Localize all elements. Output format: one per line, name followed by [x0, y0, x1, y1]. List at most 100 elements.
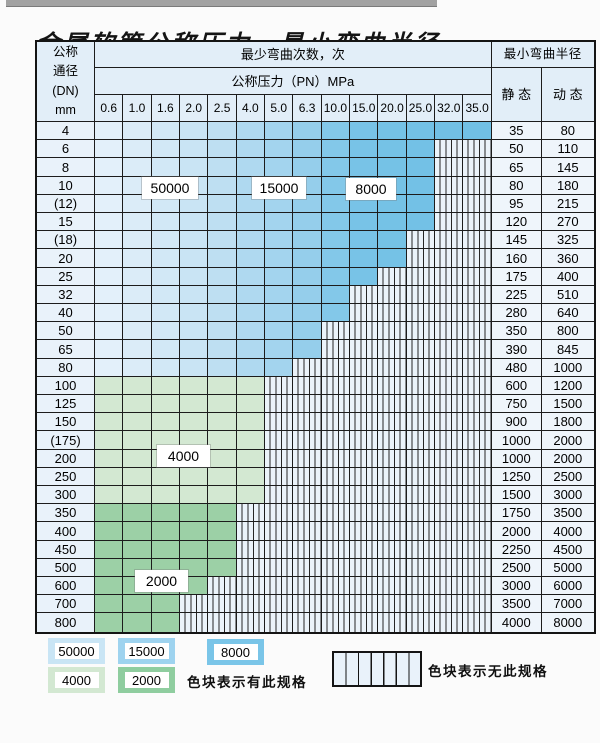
static-radius-cell: 1250 — [491, 467, 542, 487]
spec-available-cell — [321, 122, 351, 141]
no-spec-cell — [378, 322, 407, 341]
spec-available-cell — [265, 267, 294, 286]
dn-cell: 700 — [37, 595, 95, 614]
spec-available-cell — [123, 340, 152, 359]
no-spec-cell — [378, 449, 407, 468]
spec-available-cell — [95, 558, 124, 578]
no-spec-cell — [321, 613, 351, 632]
spec-available-cell — [151, 358, 181, 377]
spec-available-cell — [378, 213, 407, 232]
spec-available-cell — [208, 449, 237, 468]
no-spec-cell — [406, 486, 436, 505]
spec-available-cell — [265, 194, 294, 214]
no-spec-cell — [463, 140, 492, 159]
no-spec-cell — [463, 413, 492, 432]
no-spec-cell — [463, 504, 492, 523]
static-radius-cell: 600 — [491, 376, 542, 396]
no-spec-cell — [435, 304, 464, 323]
spec-available-cell — [350, 140, 379, 159]
spec-available-cell — [350, 249, 379, 268]
legend-swatch-50000: 50000 — [48, 638, 105, 664]
spec-available-cell — [236, 449, 266, 468]
spec-available-cell — [123, 285, 152, 305]
spec-available-cell — [180, 322, 209, 341]
no-spec-cell — [435, 449, 464, 468]
spec-available-cell — [236, 249, 266, 268]
no-spec-cell — [435, 395, 464, 414]
spec-available-cell — [95, 176, 124, 195]
cycle-region-label: 2000 — [135, 570, 188, 592]
dn-cell: 4 — [37, 122, 95, 141]
spec-available-cell — [123, 595, 152, 614]
legend-swatch-label: 15000 — [124, 643, 169, 659]
no-spec-cell — [350, 467, 379, 487]
static-radius-cell: 1500 — [491, 486, 542, 505]
spec-available-cell — [293, 194, 322, 214]
spec-available-cell — [208, 194, 237, 214]
legend-swatch-8000: 8000 — [207, 639, 264, 665]
no-spec-cell — [463, 231, 492, 250]
no-spec-cell — [463, 449, 492, 468]
dynamic-radius-cell: 7000 — [541, 595, 594, 614]
spec-available-cell — [265, 249, 294, 268]
spec-available-cell — [123, 231, 152, 250]
spec-available-cell — [321, 194, 351, 214]
spec-available-cell — [95, 122, 124, 141]
no-spec-cell — [406, 595, 436, 614]
no-spec-cell — [463, 467, 492, 487]
spec-available-cell — [151, 231, 181, 250]
spec-available-cell — [123, 322, 152, 341]
dynamic-radius-cell: 110 — [541, 140, 594, 159]
dynamic-radius-cell: 8000 — [541, 613, 594, 632]
spec-available-cell — [180, 340, 209, 359]
dn-cell: (18) — [37, 231, 95, 250]
spec-available-cell — [151, 522, 181, 541]
legend-swatch-2000: 2000 — [118, 667, 175, 693]
no-spec-cell — [435, 176, 464, 195]
no-spec-cell — [321, 413, 351, 432]
no-spec-cell — [293, 431, 322, 450]
no-spec-cell — [293, 522, 322, 541]
static-radius-cell: 120 — [491, 213, 542, 232]
no-spec-cell — [406, 358, 436, 377]
dn-cell: 80 — [37, 358, 95, 377]
legend-swatch-15000: 15000 — [118, 638, 175, 664]
spec-available-cell — [151, 504, 181, 523]
dynamic-radius-cell: 3500 — [541, 504, 594, 523]
pressure-value-header: 2.5 — [208, 95, 237, 122]
no-spec-cell — [463, 304, 492, 323]
static-radius-cell: 390 — [491, 340, 542, 359]
spec-available-cell — [236, 158, 266, 177]
no-spec-cell — [463, 158, 492, 177]
dn-cell: 350 — [37, 504, 95, 523]
dn-cell: 100 — [37, 376, 95, 396]
spec-available-cell — [151, 285, 181, 305]
spec-available-cell — [180, 213, 209, 232]
bend-cycles-header: 最少弯曲次数，次 — [95, 42, 492, 68]
spec-available-cell — [123, 449, 152, 468]
pressure-value-header: 32.0 — [435, 95, 464, 122]
no-spec-cell — [208, 595, 237, 614]
spec-available-cell — [406, 176, 436, 195]
no-spec-cell — [350, 449, 379, 468]
spec-available-cell — [123, 304, 152, 323]
spec-available-cell — [180, 231, 209, 250]
static-radius-cell: 175 — [491, 267, 542, 286]
no-spec-cell — [406, 322, 436, 341]
no-spec-cell — [350, 504, 379, 523]
dn-cell: 125 — [37, 395, 95, 414]
spec-available-cell — [180, 522, 209, 541]
spec-available-cell — [95, 285, 124, 305]
no-spec-cell — [463, 267, 492, 286]
spec-available-cell — [180, 467, 209, 487]
no-spec-cell — [435, 504, 464, 523]
spec-available-cell — [95, 504, 124, 523]
no-spec-cell — [350, 431, 379, 450]
spec-available-cell — [95, 249, 124, 268]
spec-available-cell — [236, 358, 266, 377]
dynamic-radius-cell: 3000 — [541, 486, 594, 505]
pressure-value-header: 2.0 — [180, 95, 209, 122]
no-spec-cell — [378, 358, 407, 377]
no-spec-cell — [378, 467, 407, 487]
spec-available-cell — [123, 140, 152, 159]
